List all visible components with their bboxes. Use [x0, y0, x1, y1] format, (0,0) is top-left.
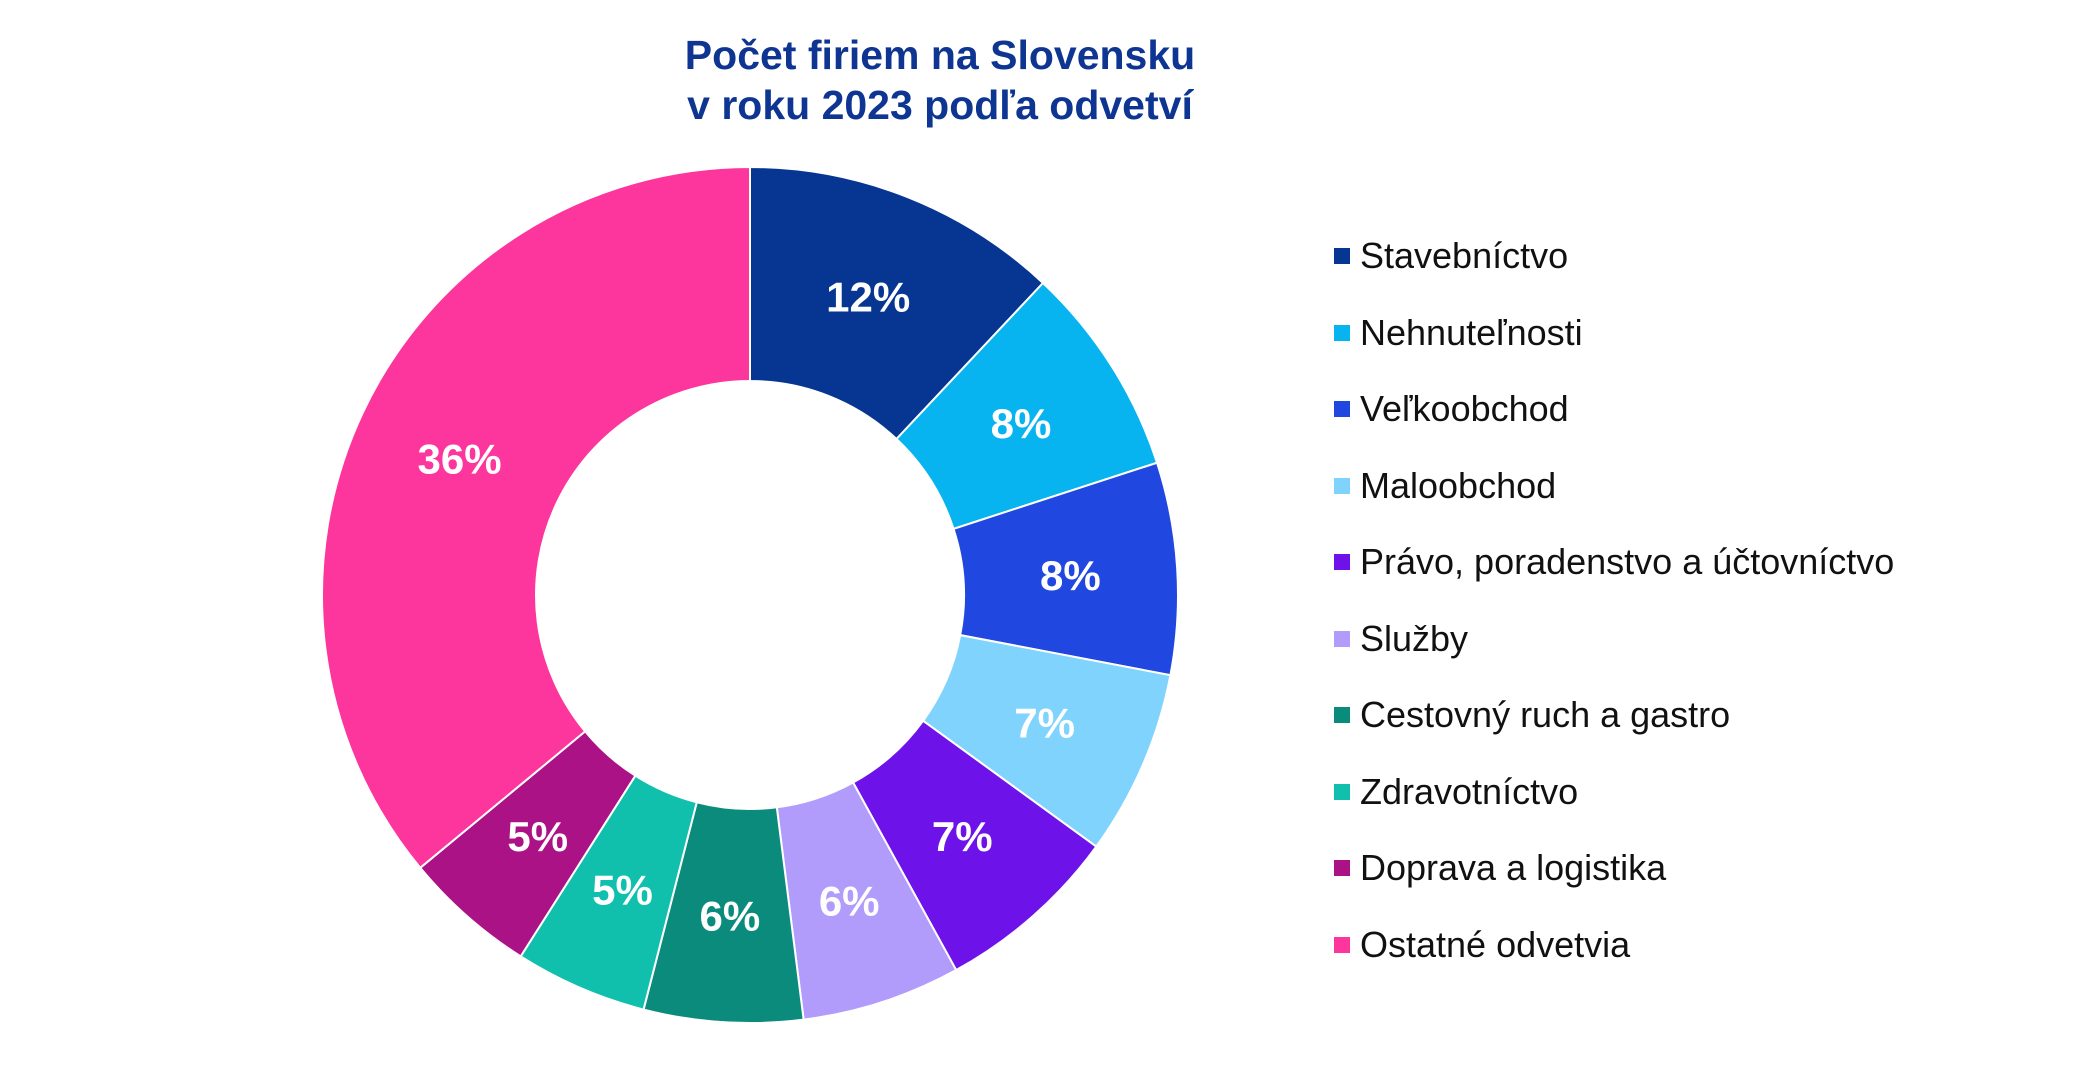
legend-label-4: Maloobchod: [1360, 464, 1557, 506]
chart-title: Počet firiem na Slovensku v roku 2023 po…: [500, 30, 1380, 130]
legend-label-10: Ostatné odvetvia: [1360, 923, 1631, 965]
legend-item-2: Nehnuteľnosti: [1334, 295, 2054, 372]
slice-labels: 12% 8% 8% 7% 7% 6% 6% 5% 5% 36%: [418, 274, 1101, 940]
legend-item-1: Stavebníctvo: [1334, 218, 2054, 295]
legend-swatch-9: [1334, 860, 1350, 877]
legend-swatch-3: [1334, 401, 1350, 418]
slice-label-4: 7%: [1014, 699, 1075, 746]
legend-label-3: Veľkoobchod: [1360, 388, 1569, 430]
legend-item-8: Zdravotníctvo: [1334, 754, 2054, 831]
slice-label-5: 7%: [932, 813, 993, 860]
slice-label-9: 5%: [507, 813, 568, 860]
slice-label-2: 8%: [991, 400, 1052, 447]
legend-item-7: Cestovný ruch a gastro: [1334, 677, 2054, 754]
legend-item-6: Služby: [1334, 601, 2054, 678]
legend-label-9: Doprava a logistika: [1360, 847, 1667, 889]
legend-item-10: Ostatné odvetvia: [1334, 907, 2054, 984]
legend-swatch-5: [1334, 554, 1350, 571]
slice-label-1: 12%: [826, 274, 910, 321]
legend-item-3: Veľkoobchod: [1334, 371, 2054, 448]
slice-label-6: 6%: [819, 877, 880, 924]
legend-label-6: Služby: [1360, 617, 1469, 659]
donut-slices: [321, 165, 1179, 1024]
legend-label-8: Zdravotníctvo: [1360, 770, 1579, 812]
slice-1: [749, 165, 1045, 441]
slice-label-3: 8%: [1040, 552, 1101, 599]
legend-label-2: Nehnuteľnosti: [1360, 311, 1583, 353]
legend-swatch-1: [1334, 248, 1350, 265]
slice-label-7: 6%: [699, 892, 760, 939]
legend-label-5: Právo, poradenstvo a účtovníctvo: [1360, 541, 1895, 583]
legend-swatch-7: [1334, 707, 1350, 724]
chart-title-line-2: v roku 2023 podľa odvetví: [687, 82, 1193, 128]
legend-swatch-8: [1334, 783, 1350, 800]
chart-title-line-1: Počet firiem na Slovensku: [684, 32, 1196, 78]
slice-10: [321, 165, 751, 870]
legend-item-4: Maloobchod: [1334, 448, 2054, 525]
legend-swatch-2: [1334, 324, 1350, 341]
legend-swatch-6: [1334, 630, 1350, 647]
legend-swatch-4: [1334, 477, 1350, 494]
slice-label-10: 36%: [418, 435, 502, 482]
legend-swatch-10: [1334, 936, 1350, 953]
legend-label-1: Stavebníctvo: [1360, 235, 1569, 277]
legend-item-9: Doprava a logistika: [1334, 830, 2054, 907]
slice-label-8: 5%: [592, 867, 653, 914]
legend-item-5: Právo, poradenstvo a účtovníctvo: [1334, 524, 2054, 601]
legend: Stavebníctvo Nehnuteľnosti Veľkoobchod Malo…: [1334, 218, 2054, 983]
legend-label-7: Cestovný ruch a gastro: [1360, 694, 1731, 736]
